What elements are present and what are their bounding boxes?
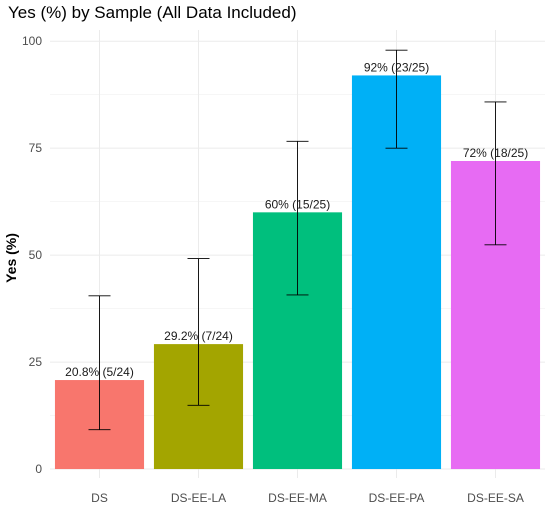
x-tick-label: DS-EE-PA (369, 491, 425, 505)
y-tick-label: 75 (29, 141, 43, 155)
bars (54, 75, 541, 470)
data-label: 20.8% (5/24) (65, 365, 134, 379)
y-tick-label: 0 (35, 462, 42, 476)
x-tick-label: DS-EE-MA (268, 491, 327, 505)
y-tick-label: 25 (29, 355, 43, 369)
data-label: 60% (15/25) (265, 197, 330, 211)
data-label: 29.2% (7/24) (164, 329, 233, 343)
x-tick-label: DS (91, 491, 108, 505)
data-label: 92% (23/25) (364, 60, 429, 74)
y-axis-label: Yes (%) (3, 233, 19, 283)
y-tick-label: 50 (29, 248, 43, 262)
error-bars (88, 49, 507, 431)
chart-title: Yes (%) by Sample (All Data Included) (8, 3, 297, 22)
x-axis-ticks: DS DS-EE-LA DS-EE-MA DS-EE-PA DS-EE-SA (91, 491, 524, 505)
y-tick-label: 100 (22, 34, 42, 48)
data-label: 72% (18/25) (463, 146, 528, 160)
data-labels: 20.8% (5/24) 29.2% (7/24) 60% (15/25) 92% (… (65, 60, 528, 379)
x-tick-label: DS-EE-LA (171, 491, 226, 505)
y-axis-ticks: 0 25 50 75 100 (22, 34, 42, 476)
x-tick-label: DS-EE-SA (467, 491, 524, 505)
